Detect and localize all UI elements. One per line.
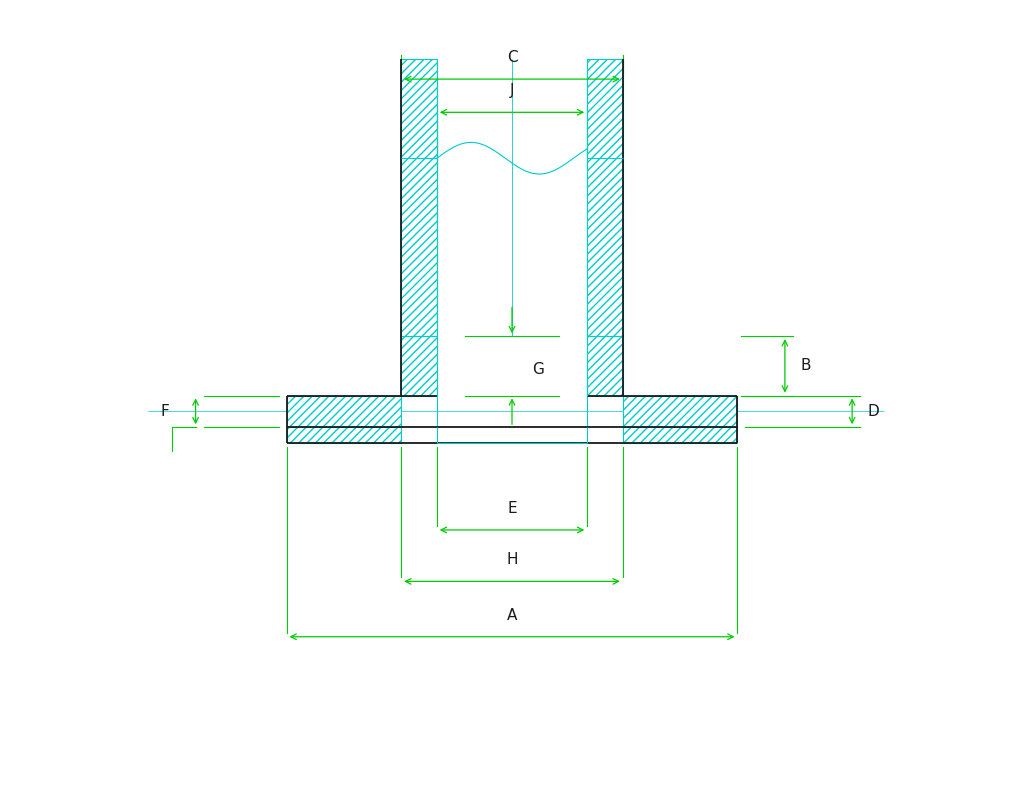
Text: D: D bbox=[868, 404, 880, 418]
Bar bbox=[401, 59, 437, 336]
Bar bbox=[287, 396, 401, 427]
Bar bbox=[623, 396, 737, 427]
Text: C: C bbox=[507, 50, 517, 65]
Text: F: F bbox=[160, 404, 169, 418]
Bar bbox=[587, 336, 623, 396]
Bar bbox=[587, 59, 623, 336]
Text: H: H bbox=[506, 552, 518, 567]
Text: B: B bbox=[801, 358, 811, 373]
Text: J: J bbox=[510, 83, 514, 98]
Bar bbox=[623, 427, 737, 443]
Bar bbox=[401, 336, 437, 396]
Bar bbox=[287, 427, 401, 443]
Text: E: E bbox=[507, 501, 517, 516]
Text: G: G bbox=[531, 362, 544, 377]
Text: A: A bbox=[507, 607, 517, 623]
